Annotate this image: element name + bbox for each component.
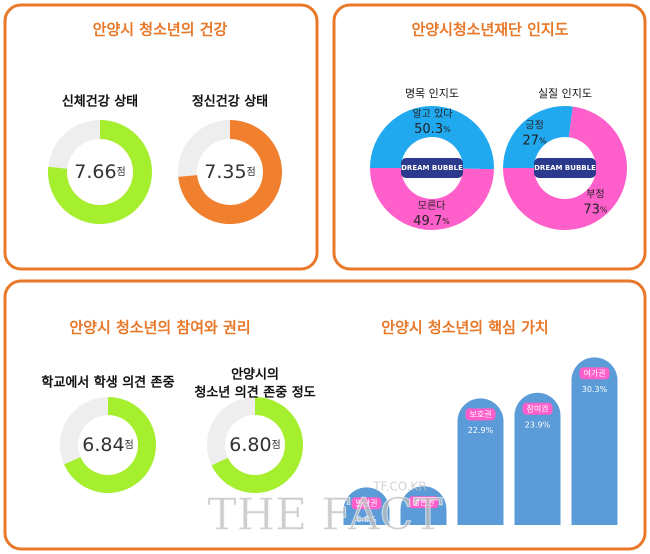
donut-segment bbox=[64, 397, 156, 494]
segment-name: 긍정 bbox=[525, 119, 543, 131]
logo bbox=[401, 158, 463, 178]
category-pill bbox=[522, 402, 553, 415]
bar bbox=[514, 392, 561, 525]
category-pill bbox=[465, 408, 496, 421]
value-label: 7.35점 bbox=[204, 161, 256, 183]
bar bbox=[457, 398, 504, 525]
value-unit: % bbox=[600, 205, 608, 214]
watermark-site: TF.CO.KR bbox=[372, 480, 426, 494]
value-label: 30.3% bbox=[582, 385, 608, 394]
x-tick-label: 생존권 bbox=[412, 497, 434, 507]
value-unit: 점 bbox=[247, 166, 256, 178]
donut-label: 청소년 의견 존중 정도 bbox=[194, 385, 315, 401]
donut-segment bbox=[370, 168, 494, 230]
value-label: 23.9% bbox=[525, 420, 551, 429]
chart-title: 안양시 청소년의 참여와 권리 bbox=[69, 319, 250, 337]
value-number: 50.3 bbox=[414, 122, 443, 137]
donut-segment bbox=[370, 105, 494, 170]
donut-segment bbox=[178, 120, 282, 224]
x-tick-label: 발달권 bbox=[355, 498, 377, 508]
value-label: 6.80점 bbox=[229, 434, 281, 456]
value-number: 73 bbox=[583, 202, 600, 217]
value-unit: % bbox=[539, 136, 547, 145]
value-number: 27 bbox=[523, 133, 540, 148]
chart-title: 안양시 청소년의 핵심 가치 bbox=[381, 319, 548, 337]
value-number: 7.35 bbox=[204, 161, 246, 183]
value-label: 6.8% bbox=[356, 515, 377, 524]
value-unit: 점 bbox=[117, 166, 126, 178]
bar bbox=[571, 357, 618, 525]
category-pill bbox=[408, 496, 439, 509]
value-label: 27% bbox=[523, 133, 548, 148]
donut-label: 신체건강 상태 bbox=[62, 94, 138, 110]
series-name: 명목 인지도 bbox=[405, 87, 459, 100]
panel bbox=[3, 3, 319, 271]
value-label: 7.66점 bbox=[74, 161, 126, 183]
x-tick-label: 여가권 bbox=[583, 368, 605, 378]
logo bbox=[534, 158, 596, 178]
category-pill bbox=[351, 497, 382, 510]
donut-segment bbox=[503, 106, 627, 230]
x-tick-label: 보호권 bbox=[469, 409, 491, 419]
value-number: 7.66 bbox=[74, 161, 116, 183]
x-tick-label: 참여권 bbox=[526, 403, 548, 413]
logo-text: DREAM BUBBLE bbox=[534, 164, 596, 172]
value-number: 6.80 bbox=[229, 434, 271, 456]
value-label: 49.7% bbox=[413, 213, 450, 228]
value-label: 6.84점 bbox=[82, 434, 134, 456]
value-label: 73% bbox=[583, 202, 608, 217]
segment-name: 부정 bbox=[586, 189, 604, 201]
donut-label: 학교에서 학생 의견 존중 bbox=[41, 375, 174, 391]
donut-segment bbox=[503, 105, 573, 168]
value-unit: 점 bbox=[125, 439, 134, 451]
logo-text: DREAM BUBBLE bbox=[401, 164, 463, 172]
donut-label: 안양시의 bbox=[231, 367, 279, 383]
value-unit: % bbox=[443, 125, 451, 134]
value-unit: 점 bbox=[272, 439, 281, 451]
donut-label: 정신건강 상태 bbox=[192, 94, 268, 110]
value-label: 22.9% bbox=[468, 426, 494, 435]
watermark: THE FACT bbox=[207, 490, 442, 541]
value-unit: % bbox=[442, 216, 450, 225]
value-number: 6.84 bbox=[82, 434, 124, 456]
segment-name: 알고 있다 bbox=[412, 108, 452, 120]
donut-segment bbox=[211, 397, 303, 494]
series-name: 실질 인지도 bbox=[538, 87, 592, 100]
donut-segment bbox=[47, 120, 152, 225]
category-pill bbox=[579, 367, 610, 380]
segment-name: 모른다 bbox=[418, 200, 446, 212]
chart-title: 안양시 청소년의 건강 bbox=[93, 21, 228, 39]
value-label: 50.3% bbox=[414, 122, 451, 137]
value-number: 49.7 bbox=[413, 213, 442, 228]
chart-title: 안양시청소년재단 인지도 bbox=[411, 21, 568, 39]
